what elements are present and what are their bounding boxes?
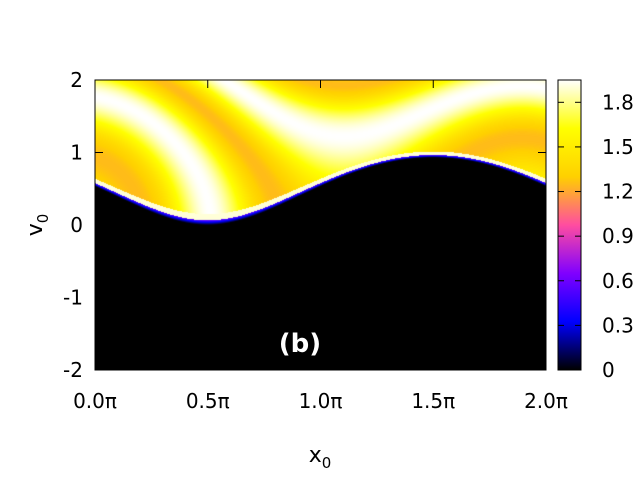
- colorbar: [557, 79, 582, 371]
- x-axis-label: x0: [309, 443, 332, 472]
- y-tick-label: -2: [63, 358, 83, 382]
- x-tick-label: 1.0π: [299, 389, 343, 413]
- x-tick-label: 0.5π: [186, 389, 230, 413]
- colorbar-axis: 0 0.3 0.6 0.9 1.2 1.5 1.8: [558, 90, 634, 382]
- colorbar-tick-label: 1.2: [602, 180, 634, 204]
- colorbar-tick-label: 0.9: [602, 224, 634, 248]
- y-tick-label: 1: [70, 141, 83, 165]
- x-axis: 0.0π 0.5π 1.0π 1.5π 2.0π: [73, 80, 568, 413]
- y-tick-label: 0: [70, 213, 83, 237]
- colorbar-tick-label: 0.6: [602, 269, 634, 293]
- y-tick-label: 2: [70, 68, 83, 92]
- y-axis: -2 -1 0 1 2: [63, 68, 546, 382]
- colorbar-tick-label: 1.8: [602, 90, 634, 114]
- x-tick-label: 1.5π: [411, 389, 455, 413]
- colorbar-gradient: [557, 79, 582, 371]
- plot-area: [94, 79, 547, 371]
- x-tick-label: 0.0π: [73, 389, 117, 413]
- colorbar-tick-label: 0: [602, 358, 615, 382]
- x-tick-label: 2.0π: [524, 389, 568, 413]
- y-tick-label: -1: [63, 286, 83, 310]
- panel-label: (b): [279, 329, 321, 359]
- y-axis-label: v0: [23, 214, 52, 237]
- colorbar-tick-label: 0.3: [602, 313, 634, 337]
- colorbar-tick-label: 1.5: [602, 135, 634, 159]
